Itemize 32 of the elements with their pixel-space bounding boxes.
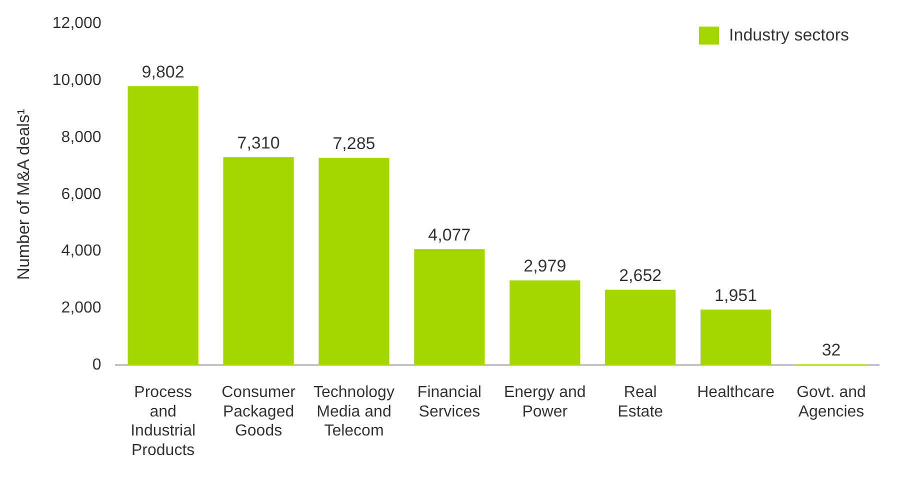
bar bbox=[128, 86, 198, 366]
y-tick-label: 12,000 bbox=[52, 15, 102, 32]
data-label: 4,077 bbox=[428, 225, 471, 244]
y-tick-label: 10,000 bbox=[52, 72, 102, 89]
y-tick-label: 8,000 bbox=[61, 128, 102, 146]
legend-label: Industry sectors bbox=[729, 25, 850, 44]
data-label: 9,802 bbox=[142, 62, 184, 82]
bar bbox=[605, 290, 676, 366]
data-label: 7,310 bbox=[237, 133, 280, 152]
x-tick-label: Healthcare bbox=[697, 384, 775, 402]
data-label: 7,285 bbox=[332, 134, 376, 154]
data-label: 32 bbox=[822, 340, 841, 360]
x-tick-label: Real Estate bbox=[618, 384, 664, 420]
bar bbox=[223, 157, 294, 366]
y-tick-label: 6,000 bbox=[61, 186, 102, 203]
y-tick-label: 4,000 bbox=[61, 242, 102, 260]
x-tick-label: Consumer Packaged Goods bbox=[222, 384, 296, 440]
y-axis-title: Number of M&A deals¹ bbox=[14, 108, 33, 280]
x-tick-label: Govt. and Agencies bbox=[796, 384, 866, 420]
bar bbox=[700, 310, 772, 366]
bar bbox=[510, 280, 580, 366]
bar bbox=[414, 249, 485, 366]
x-tick-label: Energy and Power bbox=[504, 384, 586, 420]
y-tick-label: 0 bbox=[92, 356, 102, 374]
bar bbox=[318, 158, 390, 366]
y-tick-label: 2,000 bbox=[61, 300, 102, 317]
data-label: 2,979 bbox=[524, 256, 566, 276]
data-label: 1,951 bbox=[714, 286, 758, 305]
x-tick-label: Process and Industrial Products bbox=[130, 384, 196, 459]
x-tick-label: Technology Media and Telecom bbox=[314, 384, 394, 440]
data-label: 2,652 bbox=[619, 266, 662, 285]
x-tick-label: Financial Services bbox=[417, 384, 482, 420]
